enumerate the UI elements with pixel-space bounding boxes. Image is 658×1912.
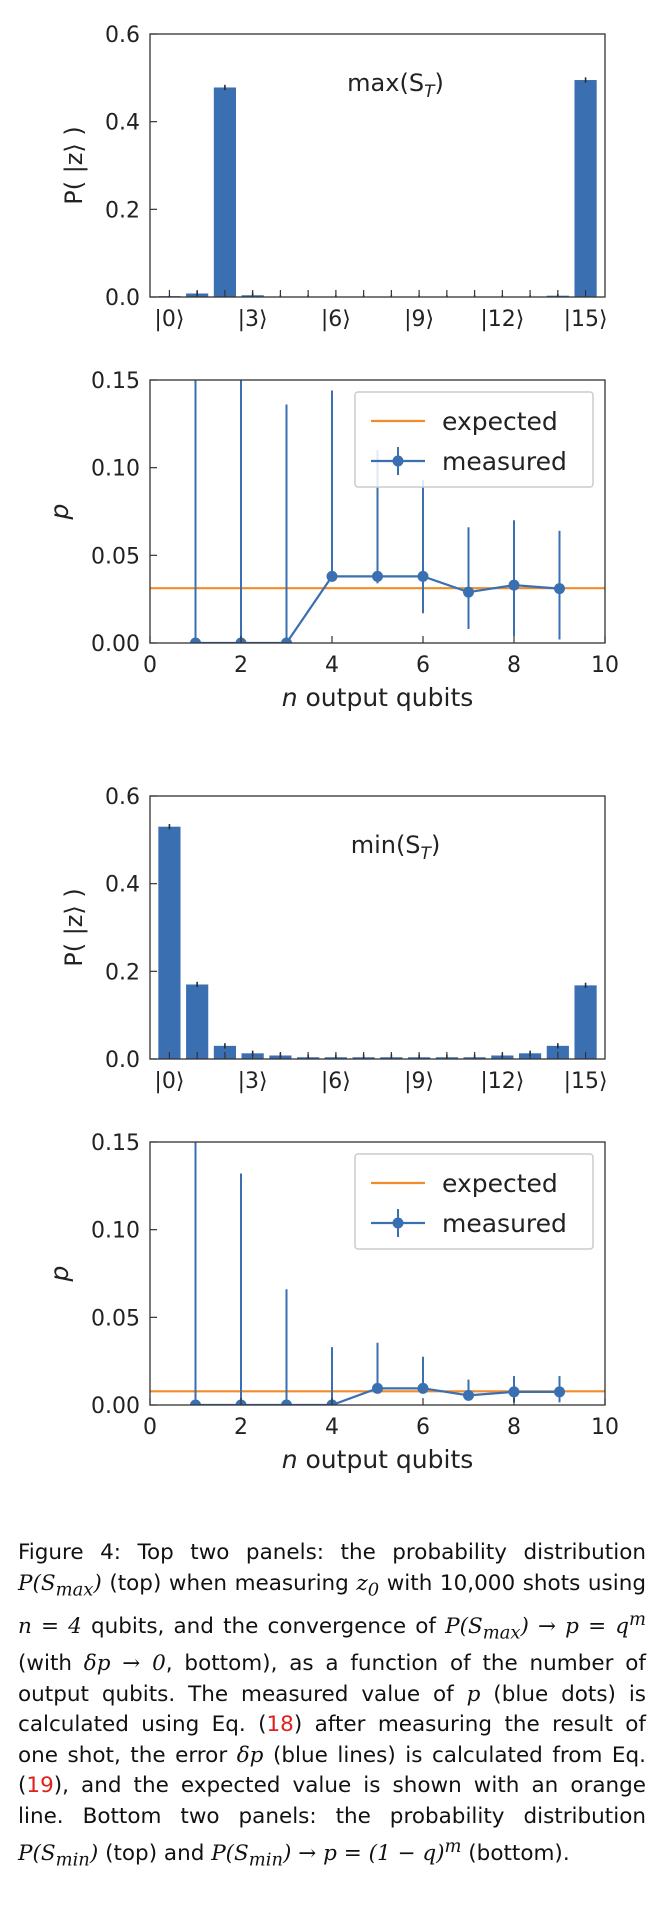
legend-measured-label: measured — [442, 1209, 567, 1238]
measured-point-n-8 — [508, 1386, 520, 1398]
x-tick-label: 8 — [507, 1415, 521, 1440]
y-tick-label: 0.15 — [91, 369, 140, 394]
x-tick-label: 6 — [416, 1415, 430, 1440]
y-axis-label: P( |z⟩ ) — [60, 126, 88, 205]
y-tick-label: 0.05 — [91, 544, 140, 569]
x-tick-label: |6⟩ — [321, 1069, 351, 1094]
measured-line — [195, 575, 560, 643]
measured-point-n-9 — [554, 1386, 565, 1398]
y-tick-label: 0.6 — [105, 785, 140, 810]
x-tick-label: 8 — [507, 653, 521, 678]
bar-state-2 — [213, 87, 237, 297]
measured-point-n-7 — [463, 586, 474, 598]
y-tick-label: 0.0 — [105, 1048, 140, 1073]
figure-caption: Figure 4: Top two panels: the probabilit… — [18, 1540, 647, 1871]
legend-box — [354, 1153, 594, 1250]
legend-expected-label: expected — [442, 1169, 558, 1198]
y-tick-label: 0.00 — [91, 632, 140, 657]
measured-point-n-5 — [372, 1382, 383, 1394]
x-tick-label: 6 — [416, 653, 430, 678]
equation-ref-19[interactable]: 19 — [26, 1773, 54, 1799]
chart-panel-4: 0.00 0.05 0.10 0.15 0 2 4 6 8 10 n output qubits p e… — [45, 1131, 619, 1474]
plot-frame — [149, 33, 606, 298]
measured-point-n-3 — [281, 1399, 292, 1405]
x-axis-label: n output qubits — [282, 1445, 474, 1474]
y-tick-label: 0.4 — [105, 111, 140, 136]
y-tick-label: 0.6 — [105, 23, 140, 48]
x-tick-label: 2 — [234, 1415, 248, 1440]
x-tick-label: 10 — [591, 1415, 619, 1440]
measured-point-n-7 — [463, 1389, 474, 1401]
x-axis-label: n output qubits — [282, 683, 474, 712]
figure-4: 0.0 0.2 0.4 0.6 |0⟩ |3⟩ |6⟩ |9⟩ |12⟩ |15⟩ P( |z⟩ )… — [45, 23, 619, 1474]
x-tick-label: |12⟩ — [480, 307, 524, 332]
x-tick-label: |0⟩ — [154, 1069, 184, 1094]
measured-point-n-3 — [281, 637, 292, 643]
y-tick-label: 0.2 — [105, 198, 140, 223]
plot-frame — [149, 1141, 606, 1406]
bar-state-15 — [574, 80, 597, 298]
measured-point-n-6 — [417, 1382, 429, 1394]
y-tick-label: 0.15 — [91, 1131, 140, 1156]
y-axis-label: p — [45, 504, 74, 521]
y-tick-label: 0.05 — [91, 1306, 140, 1331]
measured-point-n-6 — [417, 570, 429, 582]
x-tick-label: |15⟩ — [564, 307, 608, 332]
plot-area — [150, 1142, 605, 1405]
x-tick-label: |3⟩ — [238, 1069, 268, 1094]
y-axis-label: P( |z⟩ ) — [60, 888, 88, 967]
x-tick-label: 0 — [143, 1415, 157, 1440]
x-tick-label: 0 — [143, 653, 157, 678]
plot-frame — [149, 795, 606, 1060]
y-tick-label: 0.10 — [91, 457, 140, 482]
measured-point-n-8 — [508, 579, 520, 591]
bar-state-1 — [186, 984, 209, 1059]
y-tick-label: 0.10 — [91, 1219, 140, 1244]
x-tick-label: 4 — [325, 653, 339, 678]
bar-state-0 — [158, 826, 181, 1059]
x-tick-label: |3⟩ — [238, 307, 268, 332]
plot-area — [150, 380, 605, 643]
y-tick-label: 0.00 — [91, 1394, 140, 1419]
x-tick-label: 10 — [591, 653, 619, 678]
legend: expected measured — [354, 1153, 594, 1250]
legend-measured-marker — [392, 1217, 404, 1229]
x-tick-label: |15⟩ — [564, 1069, 608, 1094]
legend: expected measured — [354, 391, 594, 488]
legend-measured-label: measured — [442, 447, 567, 476]
y-tick-label: 0.2 — [105, 960, 140, 985]
x-tick-label: |0⟩ — [154, 307, 184, 332]
y-axis-label: p — [45, 1266, 74, 1283]
x-tick-label: 2 — [234, 653, 248, 678]
chart-panel-1: 0.0 0.2 0.4 0.6 |0⟩ |3⟩ |6⟩ |9⟩ |12⟩ |15⟩ P( |z⟩ )… — [60, 23, 608, 332]
x-tick-label: |6⟩ — [321, 307, 351, 332]
x-tick-label: |9⟩ — [404, 1069, 434, 1094]
chart-panel-2: 0.00 0.05 0.10 0.15 0 2 4 6 8 10 n output qubits p e… — [45, 369, 619, 712]
panel-annotation: min(ST) — [351, 831, 441, 864]
panel-annotation: max(ST) — [347, 69, 444, 102]
legend-measured-marker — [392, 455, 404, 467]
measured-point-n-1 — [190, 637, 201, 643]
legend-box — [354, 391, 594, 488]
y-tick-label: 0.0 — [105, 286, 140, 311]
measured-point-n-5 — [372, 570, 383, 582]
equation-ref-18[interactable]: 18 — [266, 1712, 294, 1738]
x-tick-label: |9⟩ — [404, 307, 434, 332]
measured-point-n-4 — [326, 570, 338, 582]
measured-point-n-1 — [190, 1399, 201, 1405]
legend-expected-label: expected — [442, 407, 558, 436]
y-tick-label: 0.4 — [105, 873, 140, 898]
bar-state-15 — [574, 985, 597, 1059]
chart-panel-3: 0.0 0.2 0.4 0.6 |0⟩ |3⟩ |6⟩ |9⟩ |12⟩ |15⟩ P( |z⟩ )… — [60, 785, 608, 1094]
measured-point-n-9 — [554, 583, 565, 595]
x-tick-label: 4 — [325, 1415, 339, 1440]
plot-frame — [149, 379, 606, 644]
x-tick-label: |12⟩ — [480, 1069, 524, 1094]
